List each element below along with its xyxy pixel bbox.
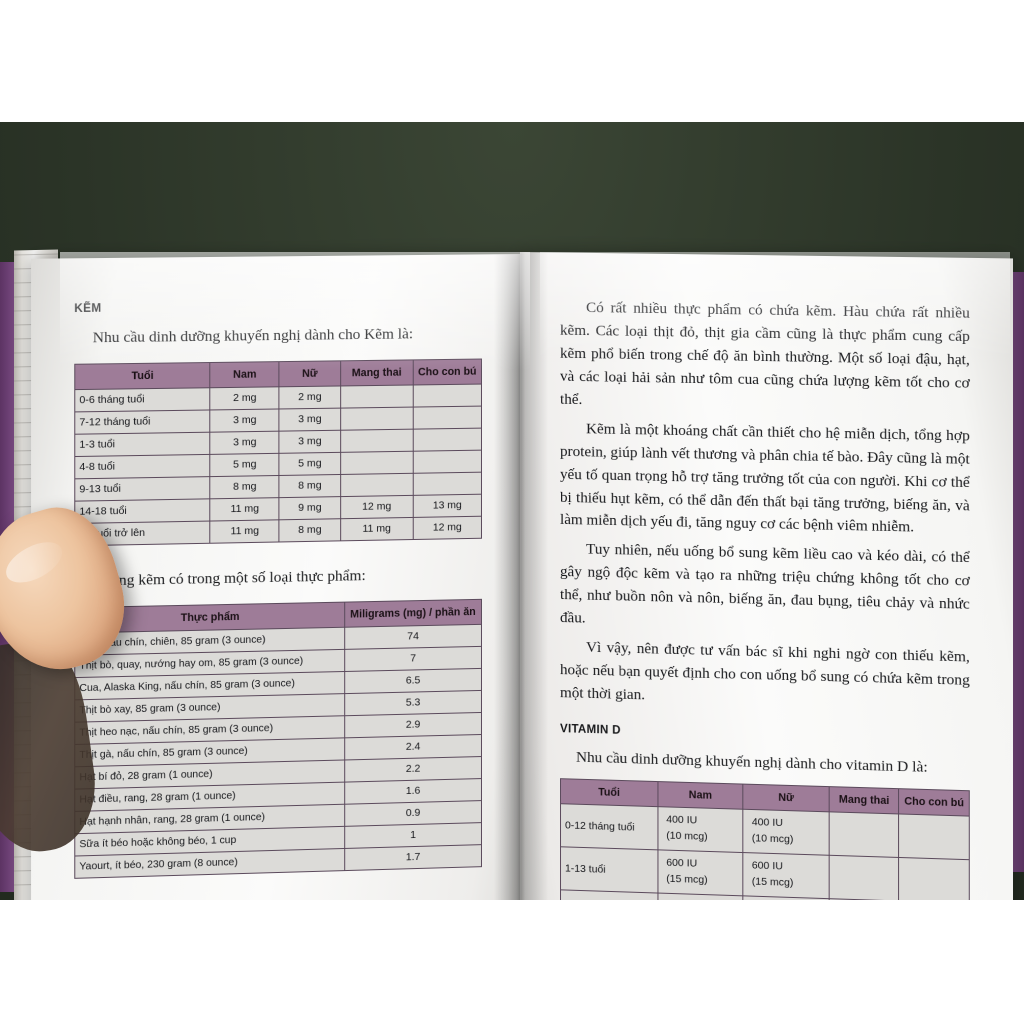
row-value (340, 384, 414, 409)
row-label: 1-3 tuổi (74, 432, 211, 457)
column-header: Nữ (743, 784, 830, 812)
row-value (413, 384, 482, 408)
value-secondary: (15 mcg) (666, 874, 708, 887)
row-value: 600 IU (15 mcg) (657, 850, 744, 897)
row-value (829, 855, 900, 900)
row-value: 5 mg (279, 452, 341, 476)
left-lead-text-2: Lượng kẽm có trong một số loại thực phẩm… (92, 567, 366, 590)
row-label: 0-12 tháng tuổi (560, 803, 658, 851)
row-label: 1-13 tuổi (560, 846, 658, 894)
row-value: 5 mg (210, 453, 280, 477)
row-value: 12 mg (340, 495, 414, 519)
row-value (899, 813, 970, 860)
column-header: Cho con bú (413, 359, 482, 385)
row-label: 7-12 tháng tuổi (74, 409, 211, 435)
right-section-heading: VITAMIN D (560, 723, 621, 737)
row-value: 3 mg (210, 408, 280, 433)
row-value (340, 473, 414, 497)
row-value: 400 IU (10 mcg) (743, 809, 830, 856)
row-label: 0-6 tháng tuổi (74, 387, 211, 412)
row-value (413, 428, 482, 452)
row-value (340, 429, 414, 453)
row-value: 2 mg (210, 386, 280, 410)
column-header: Nam (210, 361, 280, 388)
value-primary: 600 IU (666, 899, 738, 900)
row-value: 2 mg (279, 385, 341, 409)
row-value: 13 mg (413, 494, 482, 518)
row-value: 3 mg (210, 431, 280, 455)
column-header: Mang thai (340, 359, 414, 386)
value-secondary: (10 mcg) (666, 830, 708, 843)
vitamin-d-rda-table: Tuổi Nam Nữ Mang thai Cho con bú 0-12 tháng … (560, 778, 970, 900)
body-paragraph: Vì vậy, nên được tư vấn bác sĩ khi nghi … (560, 639, 970, 704)
row-value: 8 mg (210, 475, 280, 499)
row-value: 7 (344, 646, 482, 672)
row-value: 1.7 (344, 844, 482, 871)
right-page: Có rất nhiều thực phẩm có chứa kẽm. Hàu … (520, 252, 1014, 900)
column-header: Miligrams (mg) / phần ăn (344, 599, 482, 628)
row-label: 9-13 tuổi (74, 476, 211, 502)
row-value: 9 mg (279, 496, 341, 520)
row-value: 400 IU (10 mcg) (657, 806, 744, 853)
row-value: 600 IU(15 mcg) (743, 852, 830, 900)
row-value: 74 (344, 624, 482, 650)
body-paragraph: Kẽm là một khoáng chất cần thiết cho hệ … (560, 420, 970, 536)
column-header: Mang thai (829, 786, 900, 814)
row-value: 11 mg (210, 519, 280, 544)
zinc-food-table: Thực phẩm Miligrams (mg) / phần ăn Hàu, n… (74, 598, 482, 879)
right-body-copy: Có rất nhiều thực phẩm có chứa kẽm. Hàu … (560, 297, 970, 717)
row-value (413, 472, 482, 496)
body-paragraph: Có rất nhiều thực phẩm có chứa kẽm. Hàu … (560, 299, 970, 408)
zinc-rda-table: Tuổi Nam Nữ Mang thai Cho con bú 0-6 tháng t… (74, 358, 482, 547)
row-value (413, 406, 482, 430)
row-label: 14-18 tuổi (74, 498, 211, 524)
row-value (340, 407, 414, 431)
zinc-food-body: Hàu, nấu chín, chiên, 85 gram (3 ounce) 7… (74, 624, 482, 879)
column-header: Cho con bú (899, 788, 970, 817)
right-lead-text: Nhu cầu dinh dưỡng khuyến nghị dành cho … (576, 748, 928, 776)
row-value: 8 mg (279, 518, 341, 542)
row-value: 3 mg (279, 408, 341, 432)
row-value (829, 811, 900, 858)
zinc-rda-body: 0-6 tháng tuổi 2 mg 2 mg 7-12 tháng tuổi 3 … (74, 384, 482, 546)
column-header: Tuổi (74, 362, 211, 390)
column-header: Nam (657, 781, 744, 810)
row-value: 6.5 (344, 668, 482, 694)
row-value: 11 mg (340, 517, 414, 541)
row-value (340, 451, 414, 475)
vitamin-d-body: 0-12 tháng tuổi 400 IU (10 mcg) 400 IU (10 m… (560, 803, 970, 900)
row-value: 8 mg (279, 474, 341, 498)
value-secondary: (10 mcg) (751, 833, 794, 846)
row-label: 4-8 tuổi (74, 454, 211, 479)
row-value (899, 857, 970, 900)
column-header: Tuổi (560, 778, 658, 807)
row-value: 11 mg (210, 497, 280, 522)
row-value: 12 mg (413, 516, 482, 540)
left-section-heading: KẼM (74, 302, 102, 316)
column-header: Nữ (279, 360, 341, 387)
row-value: 3 mg (279, 430, 341, 454)
value-secondary: (15 mcg) (751, 876, 794, 890)
body-paragraph: Tuy nhiên, nếu uống bổ sung kẽm liều cao… (560, 541, 970, 627)
left-lead-text-1: Nhu cầu dinh dưỡng khuyến nghị dành cho … (92, 325, 414, 347)
row-value (413, 450, 482, 474)
book-photograph: KẼM Nhu cầu dinh dưỡng khuyến nghị dành … (0, 122, 1024, 900)
